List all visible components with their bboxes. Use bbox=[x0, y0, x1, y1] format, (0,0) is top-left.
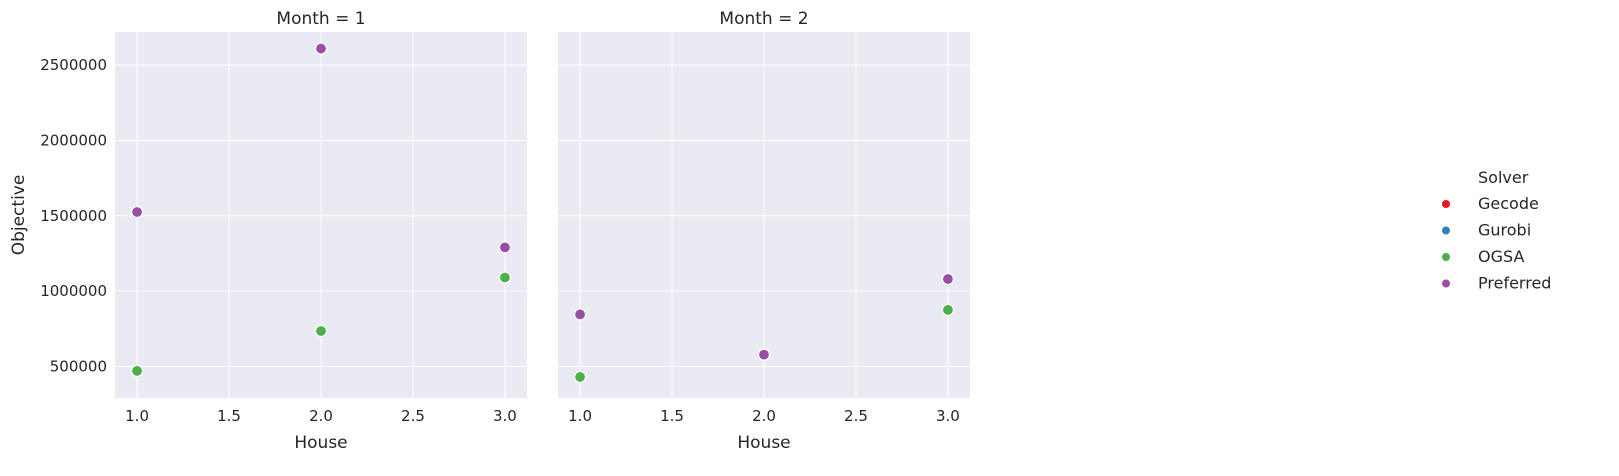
data-point-preferred bbox=[941, 272, 955, 286]
legend-marker-gecode bbox=[1442, 200, 1450, 208]
x-tick-label: 2.0 bbox=[752, 407, 776, 425]
legend-title: Solver bbox=[1478, 168, 1529, 187]
data-point-ogsa bbox=[314, 324, 328, 338]
y-tick-label: 1000000 bbox=[40, 282, 107, 300]
data-point-ogsa bbox=[941, 303, 955, 316]
x-tick-label: 1.5 bbox=[660, 407, 684, 425]
x-axis-label: House bbox=[737, 433, 790, 453]
y-tick-label: 1500000 bbox=[40, 207, 107, 225]
legend-label: Gurobi bbox=[1478, 221, 1531, 240]
data-point-preferred bbox=[498, 241, 512, 254]
x-tick-label: 2.5 bbox=[844, 407, 868, 425]
data-point-preferred bbox=[757, 348, 771, 361]
data-point-preferred bbox=[314, 42, 328, 55]
x-tick-label: 3.0 bbox=[493, 407, 517, 425]
panel-title: Month = 1 bbox=[276, 9, 365, 29]
data-point-preferred bbox=[130, 205, 144, 219]
x-tick-label: 1.5 bbox=[217, 407, 241, 425]
data-point-ogsa bbox=[130, 364, 144, 377]
legend-label: Preferred bbox=[1478, 274, 1551, 293]
data-point-preferred bbox=[573, 308, 587, 321]
x-tick-label: 3.0 bbox=[936, 407, 960, 425]
x-tick-label: 1.0 bbox=[125, 407, 149, 425]
legend-marker-ogsa bbox=[1442, 253, 1450, 261]
legend-marker-gurobi bbox=[1442, 226, 1450, 235]
legend-label: OGSA bbox=[1478, 247, 1524, 266]
x-tick-label: 2.0 bbox=[309, 407, 333, 425]
legend-marker-preferred bbox=[1442, 279, 1450, 288]
legend-label: Gecode bbox=[1478, 194, 1539, 213]
x-tick-label: 1.0 bbox=[568, 407, 592, 425]
x-axis-label: House bbox=[294, 433, 347, 453]
data-point-ogsa bbox=[498, 271, 512, 284]
y-tick-label: 2000000 bbox=[40, 131, 107, 149]
data-point-ogsa bbox=[573, 370, 587, 384]
panel-title: Month = 2 bbox=[719, 9, 808, 29]
y-axis-label: Objective bbox=[9, 175, 29, 256]
y-tick-label: 2500000 bbox=[40, 56, 107, 74]
y-tick-label: 500000 bbox=[50, 357, 107, 375]
x-tick-label: 2.5 bbox=[401, 407, 425, 425]
